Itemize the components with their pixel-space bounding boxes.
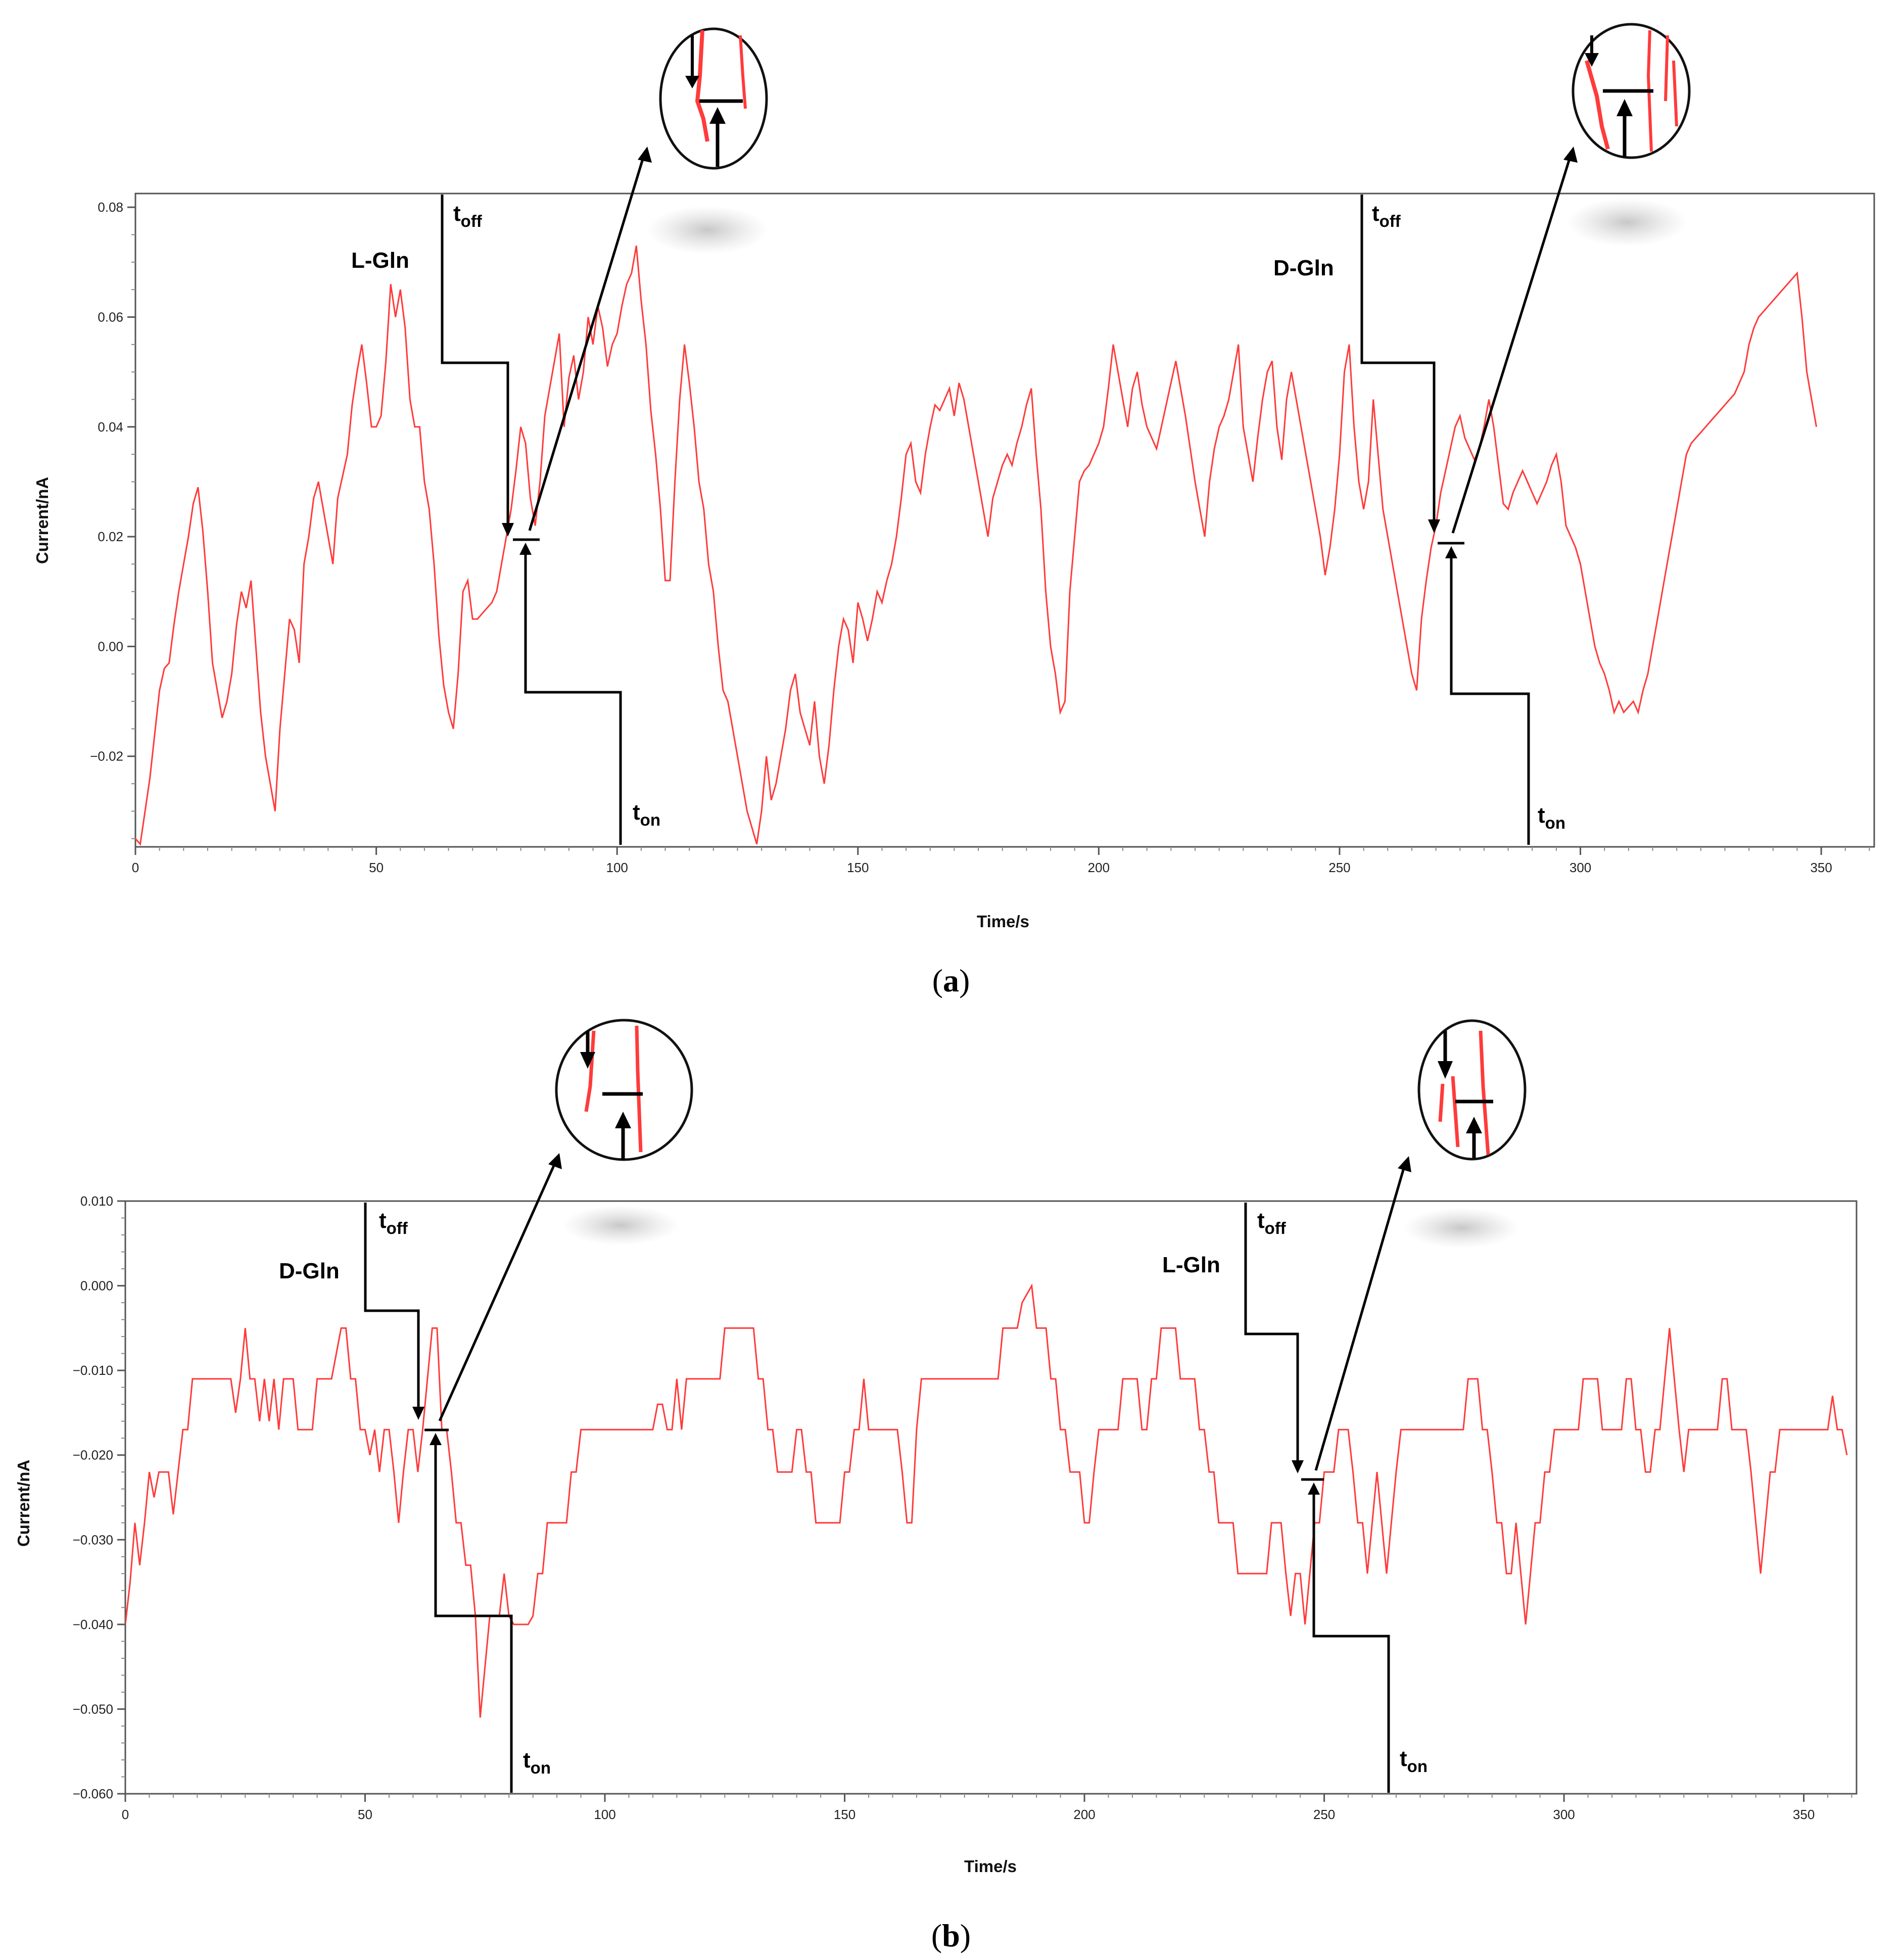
annotation-label-d-gln: D-Gln bbox=[1273, 256, 1334, 280]
x-tick-label: 300 bbox=[1553, 1807, 1575, 1822]
x-tick-label: 250 bbox=[1313, 1807, 1335, 1822]
x-tick-label: 150 bbox=[834, 1807, 855, 1822]
panel-a: −0.02 0.00 0.02 0.04 0.06 0.08 0 50 100 150 200 25… bbox=[33, 23, 1875, 998]
y-tick-label: −0.050 bbox=[73, 1701, 113, 1716]
annotation-l-gln-a bbox=[441, 147, 652, 845]
t-on-label: ton bbox=[1538, 803, 1565, 832]
x-axis-label-b: Time/s bbox=[964, 1857, 1017, 1876]
current-trace-b bbox=[125, 1283, 1848, 1718]
y-tick-label: 0.000 bbox=[80, 1278, 113, 1294]
plot-frame-a bbox=[134, 193, 1875, 848]
plot-frame-b bbox=[124, 1200, 1858, 1795]
x-tick-label: 100 bbox=[606, 860, 628, 875]
x-tick-label: 200 bbox=[1088, 860, 1110, 875]
x-axis-a: 0 50 100 150 200 250 300 350 bbox=[132, 847, 1870, 875]
x-tick-label: 150 bbox=[847, 860, 869, 875]
y-tick-label: −0.020 bbox=[73, 1448, 113, 1463]
y-tick-label: −0.02 bbox=[90, 749, 123, 764]
x-tick-label: 0 bbox=[122, 1807, 129, 1822]
y-tick-label: −0.060 bbox=[73, 1786, 113, 1801]
zoom-inset bbox=[555, 1019, 693, 1161]
t-off-label: toff bbox=[1372, 201, 1401, 230]
x-axis-b: 0 50 100 150 200 250 300 350 bbox=[122, 1794, 1852, 1822]
annotation-label-l-gln: L-Gln bbox=[351, 248, 409, 273]
zoom-inset bbox=[1572, 23, 1691, 159]
t-on-label: ton bbox=[633, 800, 660, 829]
t-off-label: toff bbox=[1257, 1208, 1287, 1237]
x-tick-label: 350 bbox=[1810, 860, 1832, 875]
annotation-d-gln-b bbox=[364, 1153, 562, 1793]
x-tick-label: 350 bbox=[1793, 1807, 1815, 1822]
y-tick-label: 0.04 bbox=[98, 419, 123, 435]
shadow-blob bbox=[1403, 1208, 1519, 1248]
panel-b: 0.010 0.000 −0.010 −0.020 −0.030 −0.040 −0.050… bbox=[14, 1019, 1858, 1953]
shadow-blob bbox=[647, 206, 768, 254]
panel-label-b: (b) bbox=[931, 1918, 971, 1953]
shadow-blob bbox=[1566, 198, 1688, 247]
t-off-label: toff bbox=[453, 201, 483, 230]
y-axis-b: 0.010 0.000 −0.010 −0.020 −0.030 −0.040 −0.050… bbox=[73, 1193, 125, 1801]
y-tick-label: −0.030 bbox=[73, 1532, 113, 1547]
y-axis-a: −0.02 0.00 0.02 0.04 0.06 0.08 bbox=[90, 200, 135, 839]
x-tick-label: 0 bbox=[132, 860, 139, 875]
x-tick-label: 200 bbox=[1073, 1807, 1095, 1822]
x-tick-label: 250 bbox=[1328, 860, 1350, 875]
t-on-label: ton bbox=[1400, 1746, 1428, 1776]
t-on-label: ton bbox=[523, 1748, 551, 1777]
x-tick-label: 300 bbox=[1570, 860, 1591, 875]
annotation-d-gln-a bbox=[1360, 147, 1578, 845]
panel-label-a: (a) bbox=[932, 963, 970, 998]
t-off-label: toff bbox=[379, 1208, 408, 1237]
zoom-inset bbox=[659, 27, 768, 170]
x-tick-label: 50 bbox=[369, 860, 384, 875]
zoom-inset bbox=[1417, 1019, 1527, 1161]
y-tick-label: 0.02 bbox=[98, 529, 123, 544]
x-axis-label-a: Time/s bbox=[977, 912, 1029, 931]
y-tick-label: −0.010 bbox=[73, 1363, 113, 1378]
x-tick-label: 100 bbox=[594, 1807, 615, 1822]
y-tick-label: 0.06 bbox=[98, 309, 123, 324]
y-axis-label-a: Current/nA bbox=[33, 477, 52, 564]
current-trace-a bbox=[135, 245, 1818, 846]
y-tick-label: 0.00 bbox=[98, 639, 123, 654]
y-axis-label-b: Current/nA bbox=[14, 1460, 33, 1547]
y-tick-label: 0.010 bbox=[80, 1193, 113, 1209]
y-tick-label: −0.040 bbox=[73, 1617, 113, 1632]
y-tick-label: 0.08 bbox=[98, 200, 123, 215]
x-tick-label: 50 bbox=[358, 1807, 372, 1822]
shadow-blob bbox=[562, 1205, 679, 1246]
annotation-label-l-gln: L-Gln bbox=[1162, 1253, 1220, 1277]
annotation-l-gln-b bbox=[1244, 1156, 1411, 1793]
annotation-label-d-gln: D-Gln bbox=[279, 1259, 340, 1283]
